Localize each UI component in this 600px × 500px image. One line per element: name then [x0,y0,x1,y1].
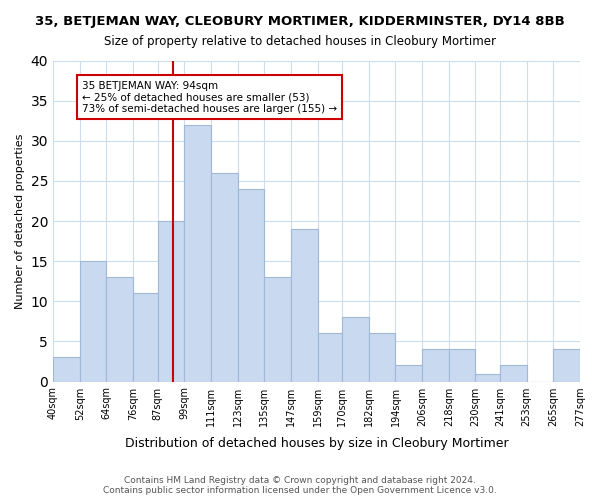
Bar [133,293,158,382]
Bar [158,221,184,382]
Text: 35 BETJEMAN WAY: 94sqm
← 25% of detached houses are smaller (53)
73% of semi-det: 35 BETJEMAN WAY: 94sqm ← 25% of detached… [82,80,337,114]
Bar [211,173,238,382]
Bar [500,366,527,382]
Text: Contains HM Land Registry data © Crown copyright and database right 2024.
Contai: Contains HM Land Registry data © Crown c… [103,476,497,495]
Bar [291,229,317,382]
Bar [106,277,133,382]
Bar [422,350,449,382]
Bar [53,358,80,382]
Bar [317,334,342,382]
Text: Size of property relative to detached houses in Cleobury Mortimer: Size of property relative to detached ho… [104,35,496,48]
Bar [342,318,369,382]
Y-axis label: Number of detached properties: Number of detached properties [15,134,25,308]
Text: 35, BETJEMAN WAY, CLEOBURY MORTIMER, KIDDERMINSTER, DY14 8BB: 35, BETJEMAN WAY, CLEOBURY MORTIMER, KID… [35,15,565,28]
Bar [553,350,580,382]
Bar [264,277,291,382]
Bar [395,366,422,382]
Bar [475,374,500,382]
Bar [80,261,106,382]
Bar [184,124,211,382]
Bar [369,334,395,382]
Bar [238,189,264,382]
Bar [449,350,475,382]
X-axis label: Distribution of detached houses by size in Cleobury Mortimer: Distribution of detached houses by size … [125,437,508,450]
